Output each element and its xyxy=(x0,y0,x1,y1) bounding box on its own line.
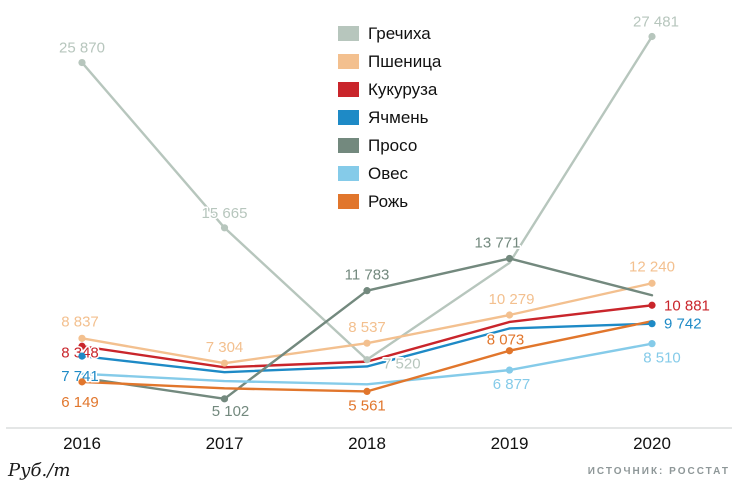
legend-label-1: Пшеница xyxy=(368,52,442,71)
legend-item-0: Гречиха xyxy=(338,25,441,42)
value-label-1-0: 8 837 xyxy=(61,313,99,330)
series-point-6-2 xyxy=(363,387,371,395)
legend-label-0: Гречиха xyxy=(368,24,431,43)
value-label-4-2: 11 783 xyxy=(345,267,390,284)
legend-item-1: Пшеница xyxy=(338,53,441,70)
legend-label-5: Овес xyxy=(368,164,409,183)
value-label-5-4: 8 510 xyxy=(643,350,681,367)
value-label-1-1: 7 304 xyxy=(206,339,244,356)
value-label-1-4: 12 240 xyxy=(629,258,675,275)
legend-swatch-4 xyxy=(338,138,359,153)
series-point-3-4 xyxy=(648,320,656,328)
value-label-1-3: 10 279 xyxy=(489,291,535,308)
series-point-4-2 xyxy=(363,287,371,295)
series-point-0-4 xyxy=(648,32,656,41)
series-point-4-1 xyxy=(220,395,229,403)
x-axis-label-2018: 2018 xyxy=(348,434,386,453)
legend-swatch-0 xyxy=(338,26,359,41)
x-axis-label-2019: 2019 xyxy=(491,434,529,453)
value-label-2-4: 10 881 xyxy=(664,297,710,314)
legend-swatch-1 xyxy=(338,54,359,69)
value-label-1-2: 8 537 xyxy=(348,319,386,336)
legend-swatch-6 xyxy=(338,194,359,209)
value-label-4-3: 13 771 xyxy=(475,234,521,251)
series-point-0-1 xyxy=(220,224,229,232)
legend-item-3: Ячмень xyxy=(338,109,441,126)
legend-label-6: Рожь xyxy=(368,192,409,211)
legend-label-2: Кукуруза xyxy=(368,80,438,99)
x-axis-label-2017: 2017 xyxy=(206,434,244,453)
legend: Гречиха Пшеница Кукуруза Ячмень Просо Овес Рож… xyxy=(338,25,441,210)
value-label-3-4: 9 742 xyxy=(664,316,702,333)
value-label-6-3: 8 073 xyxy=(487,332,525,349)
legend-item-6: Рожь xyxy=(338,193,441,210)
legend-label-4: Просо xyxy=(368,136,418,155)
series-point-0-2 xyxy=(363,356,371,364)
legend-swatch-2 xyxy=(338,82,359,97)
x-axis-label-2016: 2016 xyxy=(63,434,101,453)
series-point-1-3 xyxy=(505,311,514,319)
x-axis-label-2020: 2020 xyxy=(633,434,671,453)
value-label-3-0: 7 741 xyxy=(61,368,99,385)
value-label-5-3: 6 877 xyxy=(493,376,531,393)
series-point-5-4 xyxy=(648,340,656,348)
value-label-6-2: 5 561 xyxy=(348,397,386,414)
value-label-0-4: 27 481 xyxy=(633,13,679,30)
value-label-6-0: 6 149 xyxy=(61,394,99,411)
value-label-0-0: 25 870 xyxy=(59,40,105,57)
value-label-0-1: 15 665 xyxy=(202,205,248,222)
legend-swatch-5 xyxy=(338,166,359,181)
series-point-2-4 xyxy=(648,301,656,309)
legend-item-2: Кукуруза xyxy=(338,81,441,98)
series-point-6-0 xyxy=(78,378,86,386)
source-note: ИСТОЧНИК: РОССТАТ xyxy=(587,466,730,477)
series-point-1-0 xyxy=(78,334,86,342)
value-label-0-2: 7 520 xyxy=(383,356,421,373)
y-axis-unit-label: Руб./т xyxy=(8,460,71,481)
value-label-2-0: 8 348 xyxy=(61,344,99,361)
series-point-3-0 xyxy=(78,352,86,360)
legend-item-5: Овес xyxy=(338,165,441,182)
series-point-4-3 xyxy=(505,254,514,263)
series-point-0-0 xyxy=(78,58,86,67)
series-point-1-4 xyxy=(648,279,656,287)
legend-swatch-3 xyxy=(338,110,359,125)
series-point-5-3 xyxy=(505,366,514,374)
series-point-2-0 xyxy=(78,342,86,350)
value-label-4-1: 5 102 xyxy=(212,403,250,420)
series-point-6-3 xyxy=(505,347,514,355)
legend-item-4: Просо xyxy=(338,137,441,154)
series-point-1-2 xyxy=(363,339,371,347)
series-line-3 xyxy=(80,322,654,374)
series-point-1-1 xyxy=(220,359,229,367)
series-line-5 xyxy=(80,342,654,386)
legend-label-3: Ячмень xyxy=(368,108,429,127)
